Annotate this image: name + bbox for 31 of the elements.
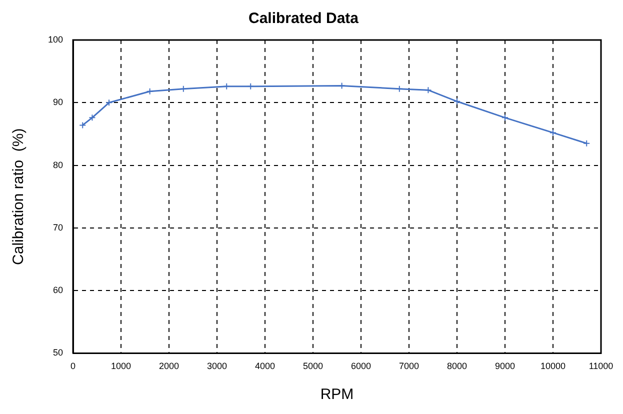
y-tick-label: 80 (53, 160, 64, 170)
point (502, 114, 509, 122)
x-tick-label: 7000 (398, 361, 420, 372)
x-tick-label: 3000 (206, 361, 228, 372)
y-tick-label: 90 (53, 97, 64, 108)
x-tick-label: 6000 (350, 361, 372, 372)
x-tick-label: 2000 (159, 361, 180, 372)
x-tick-label: 1000 (111, 361, 132, 372)
x-tick-label: 10000 (540, 361, 566, 372)
y-tick-label: 60 (53, 285, 64, 296)
x-axis-title: RPM (320, 386, 354, 404)
point (223, 82, 230, 90)
x-tick-label: 0 (70, 361, 76, 372)
x-tick-label: 11000 (588, 361, 614, 372)
point (88, 114, 96, 122)
x-tick-label: 4000 (254, 361, 276, 372)
chart-title: Calibrated Data (248, 10, 360, 28)
y-axis-title: Calibration ratio (%) (10, 128, 28, 265)
x-tick-label: 5000 (302, 361, 324, 372)
point (550, 129, 556, 136)
point (454, 98, 461, 105)
point (146, 88, 154, 95)
y-tick-label: 50 (53, 348, 64, 358)
y-tick-label: 70 (53, 222, 64, 232)
point (247, 82, 254, 90)
y-tick-label: 100 (48, 34, 64, 44)
point (424, 86, 432, 94)
point (180, 85, 187, 92)
x-tick-label: 8000 (446, 361, 468, 372)
x-tick-label: 9000 (494, 361, 516, 372)
point (106, 99, 113, 106)
